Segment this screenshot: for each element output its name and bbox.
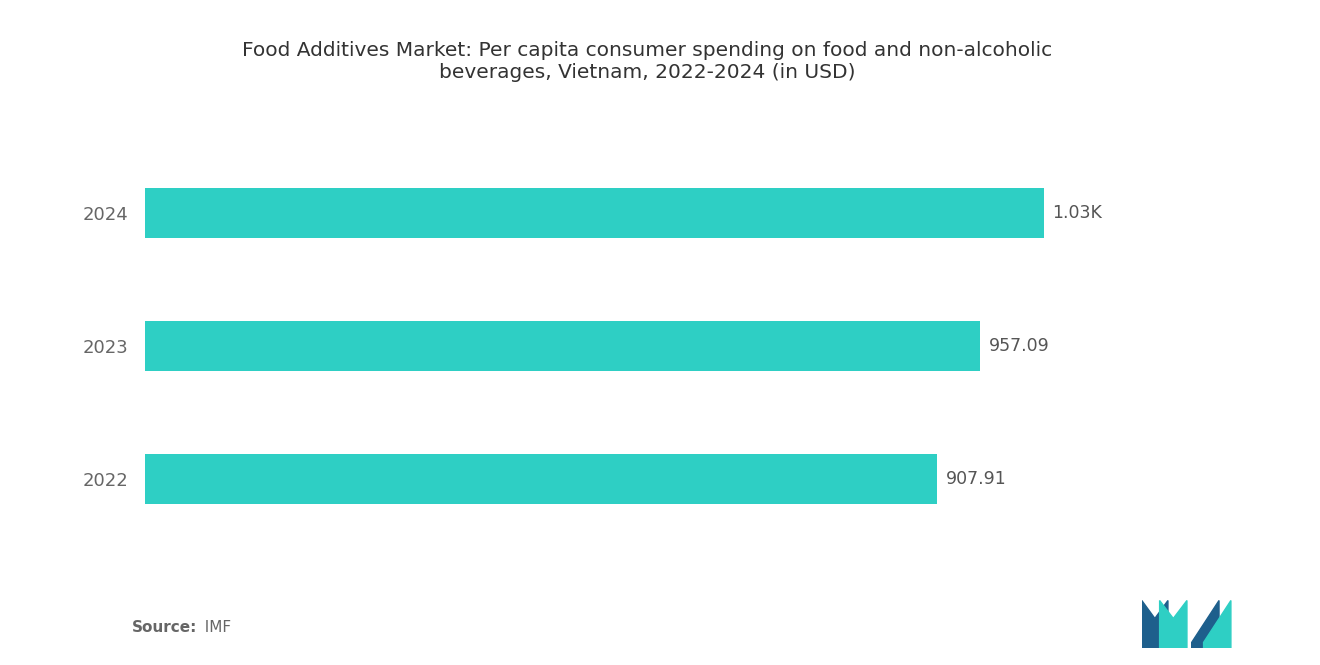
Bar xyxy=(145,321,981,371)
Polygon shape xyxy=(1159,600,1187,648)
Title: Food Additives Market: Per capita consumer spending on food and non-alcoholic
be: Food Additives Market: Per capita consum… xyxy=(242,41,1052,82)
Text: 907.91: 907.91 xyxy=(946,469,1007,488)
Text: Source:: Source: xyxy=(132,620,198,635)
Text: IMF: IMF xyxy=(195,620,231,635)
Text: 957.09: 957.09 xyxy=(989,336,1049,355)
Polygon shape xyxy=(1204,600,1230,648)
Bar xyxy=(145,454,937,504)
Bar xyxy=(145,188,1044,238)
Polygon shape xyxy=(1142,600,1168,648)
Polygon shape xyxy=(1192,600,1220,648)
Text: 1.03K: 1.03K xyxy=(1052,203,1102,222)
